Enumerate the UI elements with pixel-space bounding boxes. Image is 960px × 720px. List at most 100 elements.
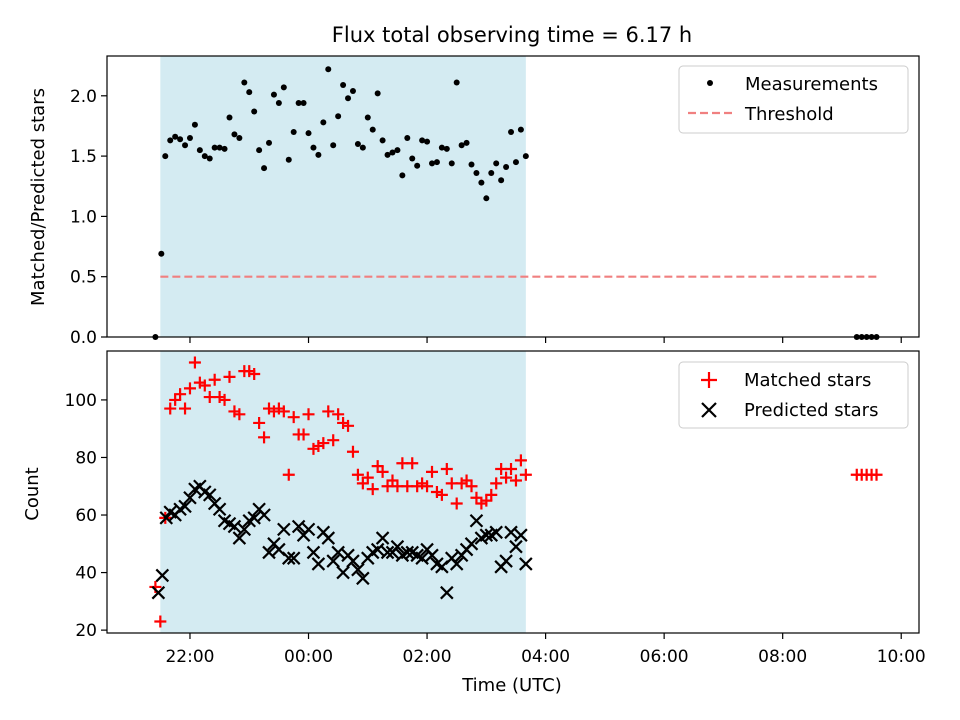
measurement-point — [261, 165, 268, 172]
measurement-point — [167, 137, 174, 144]
matched-star-point — [179, 402, 192, 415]
matched-star-point — [253, 416, 266, 429]
measurement-point — [374, 90, 381, 97]
matched-star-point — [287, 411, 300, 424]
measurement-point — [399, 172, 406, 179]
predicted-star-point — [306, 545, 321, 560]
measurement-point — [458, 142, 465, 149]
measurement-point — [517, 126, 524, 133]
predicted-star-point — [178, 499, 192, 514]
matched-star-point — [465, 480, 478, 493]
measurement-point — [453, 79, 460, 86]
matched-star-point — [208, 373, 221, 386]
matched-star-point — [435, 488, 448, 501]
top-legend: Measurements Threshold — [678, 65, 909, 134]
matched-star-point — [509, 474, 522, 487]
predicted-star-point — [479, 528, 494, 542]
measurement-point — [389, 149, 396, 156]
bottom-ytick-label: 100 — [65, 391, 97, 411]
matched-star-point — [327, 434, 340, 447]
matched-star-point — [218, 393, 231, 406]
measurement-point — [246, 89, 253, 96]
predicted-star-point — [499, 554, 513, 568]
measurement-point — [211, 144, 218, 151]
top-ytick-label: 0.0 — [70, 328, 97, 348]
predicted-star-point — [257, 508, 271, 522]
bottom-legend: Matched stars Predicted stars — [678, 361, 909, 429]
measurement-point — [201, 153, 208, 160]
chart-title: Flux total observing time = 6.17 h — [332, 23, 692, 47]
matched-star-point — [282, 468, 295, 481]
predicted-star-point — [440, 585, 454, 600]
measurement-point — [369, 126, 376, 133]
matched-star-point — [870, 468, 883, 481]
measurement-point — [503, 163, 510, 170]
measurement-point — [186, 135, 193, 142]
measurement-point — [409, 155, 416, 162]
matched-star-point — [346, 445, 359, 458]
measurement-points — [152, 66, 880, 340]
predicted-star-point — [202, 488, 217, 502]
predicted-star-point — [237, 522, 252, 537]
xtick-label: 02:00 — [403, 647, 452, 667]
legend-predicted-marker — [701, 402, 717, 418]
measurement-point — [266, 139, 273, 146]
measurement-point — [379, 137, 386, 144]
legend-measurements-label: Measurements — [745, 74, 878, 95]
measurement-point — [241, 79, 248, 86]
measurement-point — [424, 138, 431, 145]
matched-star-point — [164, 402, 177, 415]
top-legend-box — [678, 65, 909, 134]
matched-star-point — [376, 465, 389, 478]
predicted-star-point — [449, 557, 464, 571]
matched-points — [149, 356, 883, 628]
matched-star-point — [183, 382, 196, 395]
predicted-star-point — [425, 548, 439, 563]
predicted-star-point — [311, 557, 326, 571]
predicted-star-point — [370, 542, 385, 557]
xtick-label: 08:00 — [758, 647, 807, 667]
measurement-point — [206, 155, 213, 162]
predicted-star-point — [151, 585, 166, 600]
measurement-point — [349, 87, 356, 94]
top-ytick-label: 1.0 — [70, 207, 97, 227]
measurement-point — [419, 137, 426, 144]
matched-star-point — [450, 497, 463, 510]
bottom-ytick-label: 40 — [75, 564, 97, 584]
predicted-star-point — [356, 571, 370, 586]
measurement-point — [335, 113, 342, 120]
xtick-label: 04:00 — [521, 647, 570, 667]
matched-star-point — [332, 408, 345, 421]
measurement-point — [315, 151, 322, 158]
measurement-point — [231, 131, 238, 138]
matched-star-point — [490, 477, 503, 490]
measurement-point — [221, 145, 228, 152]
top-ytick-label: 1.5 — [70, 147, 97, 167]
predicted-star-point — [291, 519, 306, 534]
matched-star-point — [198, 379, 211, 392]
xtick-label: 06:00 — [640, 647, 689, 667]
matched-star-point — [188, 356, 201, 369]
measurement-point — [325, 66, 332, 73]
measurement-point — [285, 156, 292, 163]
measurement-point — [438, 144, 445, 151]
matched-star-point — [366, 483, 379, 496]
matched-star-point — [500, 471, 513, 484]
measurement-point — [236, 135, 243, 142]
bottom-y-ticks: 20 40 60 80 100 — [65, 391, 107, 641]
predicted-star-point — [155, 568, 170, 583]
measurement-point — [191, 121, 198, 128]
predicted-star-point — [336, 565, 350, 580]
predicted-star-point — [415, 551, 429, 565]
predicted-star-point — [375, 531, 390, 545]
legend-predicted-label: Predicted stars — [744, 400, 878, 421]
matched-star-point — [425, 465, 438, 478]
predicted-star-point — [504, 525, 518, 540]
measurement-point — [162, 153, 169, 160]
top-y-ticks: 0.0 0.5 1.0 1.5 2.0 — [70, 87, 107, 348]
measurement-point — [512, 159, 519, 166]
measurement-point — [345, 95, 352, 102]
measurement-point — [522, 153, 529, 160]
predicted-star-point — [247, 511, 261, 525]
